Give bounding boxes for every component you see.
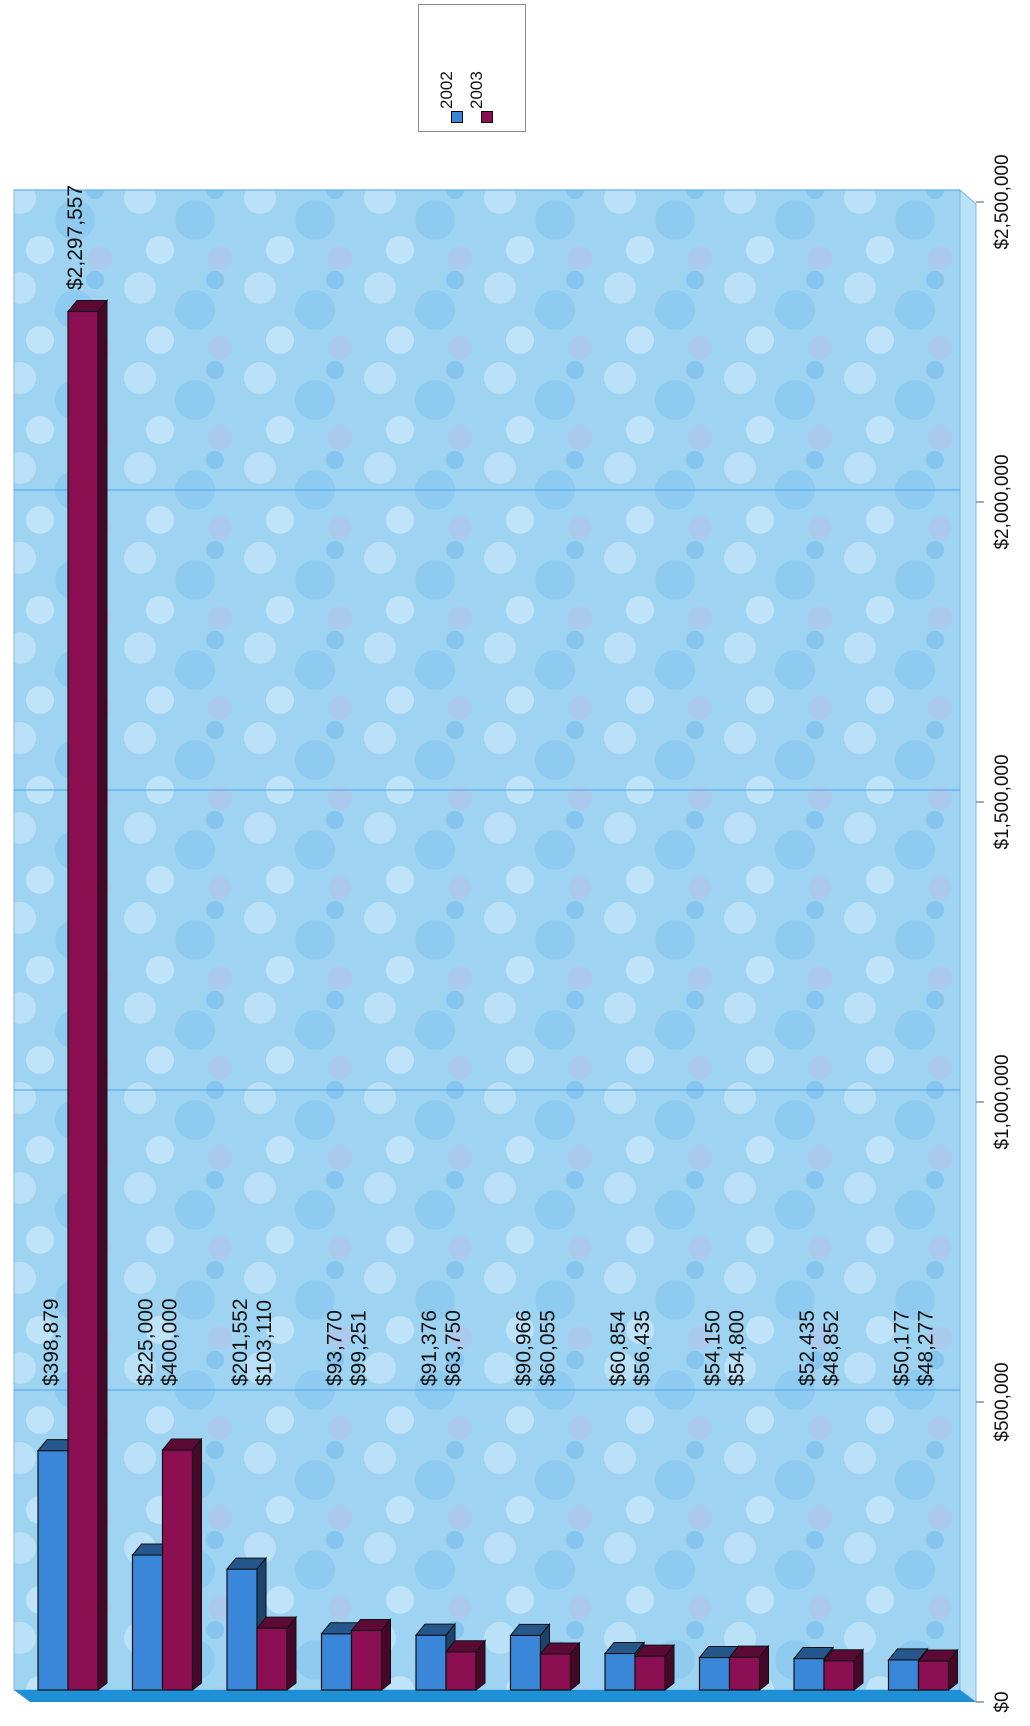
legend-item-2003: 2003 <box>467 13 499 123</box>
bar-2003-5 <box>444 1639 487 1692</box>
bar-2003-9 <box>822 1648 865 1692</box>
bar-2002-10 <box>887 1647 929 1692</box>
value-label-1-2: $2,297,557 <box>64 185 87 290</box>
legend-label-2002: 2002 <box>437 71 456 109</box>
value-label-10-2: $48,277 <box>915 1310 938 1386</box>
legend-swatch-2002 <box>451 111 463 123</box>
value-label-9-1: $52,435 <box>796 1310 819 1386</box>
value-axis-tick-label: $2,500,000 <box>992 154 1013 249</box>
value-axis-tick-label: $1,000,000 <box>992 1054 1013 1149</box>
legend-swatch-2003 <box>481 111 493 123</box>
value-label-8-2: $54,800 <box>726 1310 749 1386</box>
bar-2003-10 <box>917 1648 959 1692</box>
bar-2003-6 <box>539 1641 581 1692</box>
value-label-10-1: $50,177 <box>891 1310 914 1386</box>
value-label-2-1: $225,000 <box>135 1298 158 1386</box>
value-label-3-1: $201,552 <box>229 1298 252 1386</box>
bar-2003-1 <box>66 299 109 1692</box>
bar-2003-2 <box>161 1437 203 1692</box>
gridlines <box>14 189 960 1391</box>
value-label-2-2: $400,000 <box>159 1298 182 1386</box>
value-labels: $398,879 $2,297,557 $225,000 $400,000 $201,5… <box>40 185 938 1386</box>
value-label-5-2: $63,750 <box>442 1310 465 1386</box>
value-label-6-2: $60,055 <box>537 1310 560 1386</box>
value-label-7-2: $56,435 <box>631 1310 654 1386</box>
value-label-4-1: $93,770 <box>324 1310 347 1386</box>
value-axis-labels: $0 $500,000 $1,000,000 $1,500,000 $2,000,000… <box>992 154 1013 1712</box>
chart-side-wall <box>959 188 977 1703</box>
bar-2003-8 <box>728 1644 770 1692</box>
legend: 2002 2003 <box>418 4 526 132</box>
legend-item-2002: 2002 <box>437 13 469 123</box>
value-label-4-2: $99,251 <box>348 1310 371 1386</box>
bars <box>36 299 959 1692</box>
value-label-8-1: $54,150 <box>702 1310 725 1386</box>
value-label-6-1: $90,966 <box>513 1310 536 1386</box>
value-label-7-1: $60,854 <box>607 1310 630 1386</box>
bar-2003-7 <box>633 1643 676 1692</box>
value-axis-tick-label: $500,000 <box>992 1362 1013 1441</box>
value-axis-tick-label: $1,500,000 <box>992 754 1013 849</box>
bar-2003-4 <box>350 1618 392 1692</box>
plot-area-background <box>13 189 961 1691</box>
value-axis-tick-label: $2,000,000 <box>992 454 1013 549</box>
value-axis-ticks <box>976 201 984 1703</box>
value-label-5-1: $91,376 <box>418 1310 441 1386</box>
value-label-3-2: $103,110 <box>253 1300 276 1386</box>
legend-label-2003: 2003 <box>467 71 486 109</box>
chart-floor <box>14 1690 976 1702</box>
value-label-1-1: $398,879 <box>40 1298 63 1386</box>
value-axis-tick-label: $0 <box>992 1691 1013 1712</box>
value-label-9-2: $48,852 <box>820 1310 843 1386</box>
bar-2003-3 <box>255 1615 298 1692</box>
